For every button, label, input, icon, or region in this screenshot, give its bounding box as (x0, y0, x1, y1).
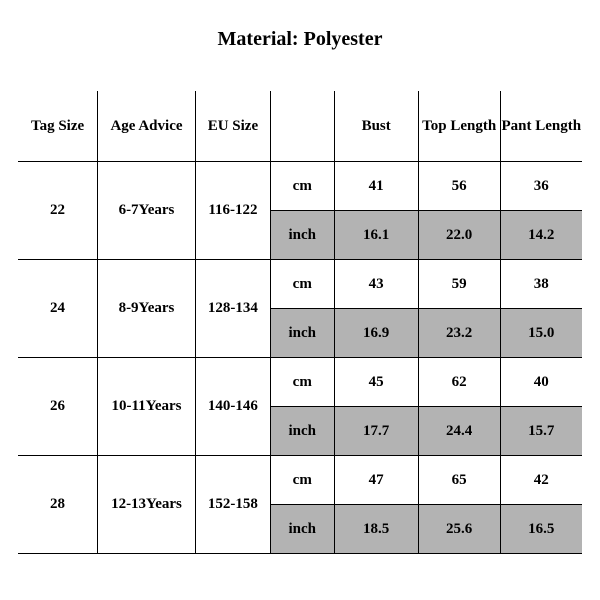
table-header-row: Tag Size Age Advice EU Size Bust Top Len… (18, 91, 582, 162)
cell-eu-size: 140-146 (195, 358, 270, 456)
cell-bust: 43 (334, 260, 418, 309)
col-eu-size: EU Size (195, 91, 270, 162)
cell-bust: 17.7 (334, 407, 418, 456)
cell-tag-size: 26 (18, 358, 98, 456)
cell-eu-size: 152-158 (195, 456, 270, 554)
cell-unit: inch (270, 505, 334, 554)
cell-top-length: 24.4 (418, 407, 500, 456)
cell-tag-size: 22 (18, 162, 98, 260)
page: Material: Polyester Tag Size Age Advice … (0, 0, 600, 600)
cell-pant-length: 16.5 (500, 505, 582, 554)
cell-top-length: 62 (418, 358, 500, 407)
cell-tag-size: 28 (18, 456, 98, 554)
table-row: 26 10-11Years 140-146 cm 45 62 40 (18, 358, 582, 407)
cell-pant-length: 40 (500, 358, 582, 407)
cell-top-length: 23.2 (418, 309, 500, 358)
cell-unit: cm (270, 162, 334, 211)
cell-unit: cm (270, 358, 334, 407)
cell-bust: 45 (334, 358, 418, 407)
cell-eu-size: 128-134 (195, 260, 270, 358)
col-age-advice: Age Advice (98, 91, 196, 162)
col-bust: Bust (334, 91, 418, 162)
cell-pant-length: 38 (500, 260, 582, 309)
col-tag-size: Tag Size (18, 91, 98, 162)
cell-age-advice: 12-13Years (98, 456, 196, 554)
cell-unit: cm (270, 260, 334, 309)
cell-pant-length: 36 (500, 162, 582, 211)
cell-top-length: 22.0 (418, 211, 500, 260)
page-title: Material: Polyester (18, 28, 582, 51)
cell-pant-length: 42 (500, 456, 582, 505)
cell-top-length: 25.6 (418, 505, 500, 554)
table-body: 22 6-7Years 116-122 cm 41 56 36 inch 16.… (18, 162, 582, 554)
cell-top-length: 56 (418, 162, 500, 211)
cell-unit: inch (270, 309, 334, 358)
cell-age-advice: 6-7Years (98, 162, 196, 260)
col-top-length: Top Length (418, 91, 500, 162)
cell-pant-length: 15.0 (500, 309, 582, 358)
cell-bust: 18.5 (334, 505, 418, 554)
cell-age-advice: 8-9Years (98, 260, 196, 358)
cell-bust: 16.1 (334, 211, 418, 260)
cell-bust: 16.9 (334, 309, 418, 358)
col-unit (270, 91, 334, 162)
cell-tag-size: 24 (18, 260, 98, 358)
cell-eu-size: 116-122 (195, 162, 270, 260)
cell-unit: cm (270, 456, 334, 505)
table-row: 24 8-9Years 128-134 cm 43 59 38 (18, 260, 582, 309)
table-row: 28 12-13Years 152-158 cm 47 65 42 (18, 456, 582, 505)
cell-unit: inch (270, 407, 334, 456)
cell-bust: 47 (334, 456, 418, 505)
table-row: 22 6-7Years 116-122 cm 41 56 36 (18, 162, 582, 211)
col-pant-length: Pant Length (500, 91, 582, 162)
cell-bust: 41 (334, 162, 418, 211)
cell-pant-length: 15.7 (500, 407, 582, 456)
size-table: Tag Size Age Advice EU Size Bust Top Len… (18, 91, 582, 554)
cell-top-length: 59 (418, 260, 500, 309)
cell-age-advice: 10-11Years (98, 358, 196, 456)
cell-unit: inch (270, 211, 334, 260)
cell-pant-length: 14.2 (500, 211, 582, 260)
cell-top-length: 65 (418, 456, 500, 505)
